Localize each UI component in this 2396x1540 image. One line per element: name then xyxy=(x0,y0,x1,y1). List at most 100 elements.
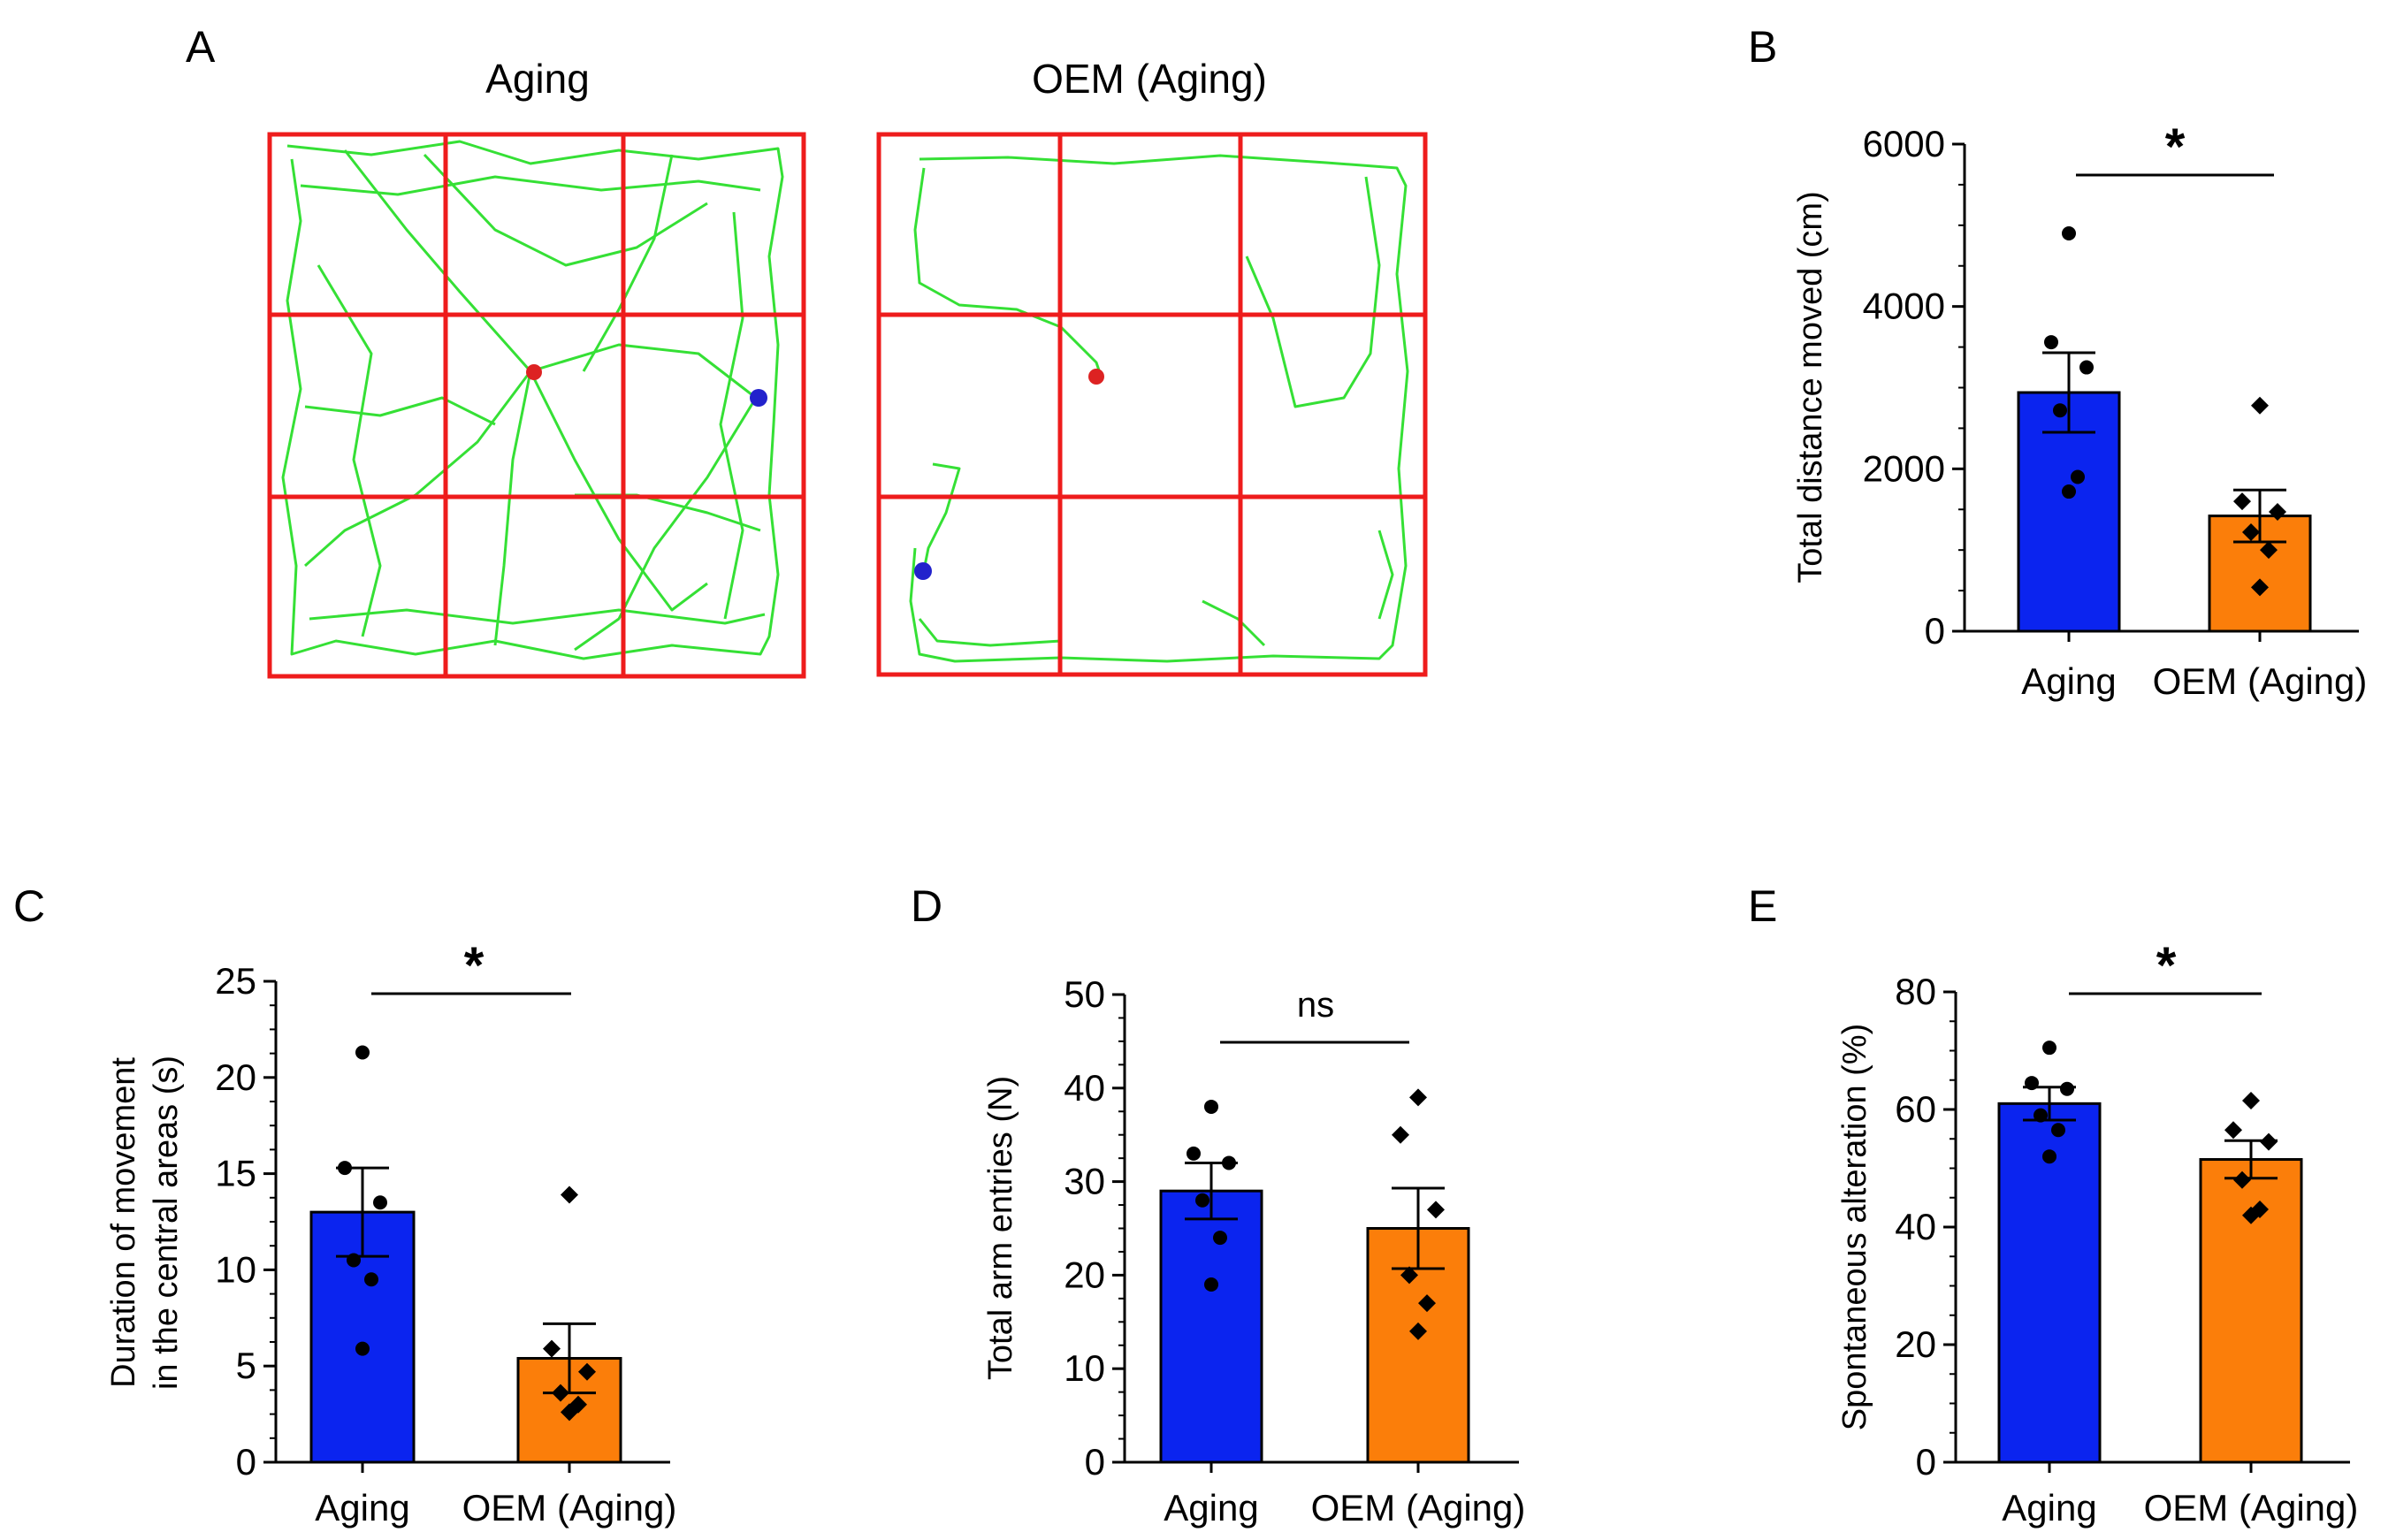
data-point-oem xyxy=(2233,492,2251,511)
y-tick-label: 25 xyxy=(215,960,256,1002)
y-tick-label: 60 xyxy=(1895,1088,1936,1130)
data-point-oem xyxy=(552,1384,569,1402)
bar-oem xyxy=(1366,1227,1470,1464)
data-point-oem xyxy=(1418,1294,1436,1313)
x-tick-label-aging: Aging xyxy=(315,1487,409,1529)
x-tick-label-oem: OEM (Aging) xyxy=(462,1487,677,1529)
data-point-aging xyxy=(1222,1155,1236,1170)
chart-spontaneous-alteration: Spontaneous alteration (%) Aging OEM (Ag… xyxy=(1836,937,2358,1529)
chart-central-duration: Duration of movement in the central area… xyxy=(105,937,676,1529)
data-point-aging xyxy=(1204,1099,1218,1114)
y-tick-label: 0 xyxy=(1925,610,1945,652)
start-marker-oem xyxy=(1088,369,1104,385)
track-plot-aging: Aging xyxy=(267,56,806,679)
x-tick-label-oem: OEM (Aging) xyxy=(2153,660,2368,702)
significance-label: ns xyxy=(1297,986,1334,1025)
end-marker-aging xyxy=(750,389,767,407)
y-tick-label: 10 xyxy=(215,1248,256,1290)
y-tick-label: 40 xyxy=(1895,1206,1936,1247)
y-tick-label: 40 xyxy=(1064,1067,1105,1109)
data-point-aging xyxy=(1187,1146,1201,1161)
track-title-oem: OEM (Aging) xyxy=(1032,56,1267,102)
x-tick-label-aging: Aging xyxy=(2002,1487,2096,1529)
y-axis-label: Total distance moved (cm) xyxy=(1792,191,1829,583)
y-tick-label: 0 xyxy=(1085,1441,1105,1483)
significance-label: * xyxy=(464,937,485,995)
data-point-aging xyxy=(2071,469,2085,484)
data-point-aging xyxy=(2044,335,2058,350)
data-point-aging xyxy=(2025,1076,2039,1091)
bar-oem xyxy=(2208,515,2312,633)
start-marker-aging xyxy=(526,364,542,380)
data-point-oem xyxy=(1427,1201,1445,1219)
x-tick-label-aging: Aging xyxy=(2021,660,2116,702)
data-point-aging xyxy=(355,1341,370,1356)
x-tick-label-aging: Aging xyxy=(1164,1487,1258,1529)
end-marker-oem xyxy=(914,562,932,580)
data-point-oem xyxy=(2269,503,2286,522)
data-point-oem xyxy=(2242,1206,2260,1224)
panel-label-c: C xyxy=(13,881,45,931)
track-title-aging: Aging xyxy=(485,56,590,102)
y-tick-label: 20 xyxy=(215,1056,256,1098)
y-axis-label: Total arm entries (N) xyxy=(982,1076,1019,1380)
y-tick-label: 50 xyxy=(1064,973,1105,1015)
data-point-aging xyxy=(2062,484,2076,499)
y-tick-label: 30 xyxy=(1064,1161,1105,1202)
data-point-aging xyxy=(1213,1231,1227,1246)
y-axis-label-line-2: in the central areas (s) xyxy=(148,1056,185,1390)
data-point-aging xyxy=(364,1272,378,1287)
y-tick-label: 4000 xyxy=(1863,286,1945,327)
y-tick-label: 2000 xyxy=(1863,447,1945,489)
x-tick-label-oem: OEM (Aging) xyxy=(2144,1487,2359,1529)
data-point-oem xyxy=(561,1403,578,1422)
data-point-oem xyxy=(578,1362,596,1381)
maze-grid-oem xyxy=(876,132,1428,677)
data-point-aging xyxy=(2034,1108,2048,1123)
y-tick-label: 20 xyxy=(1895,1323,1936,1365)
bar-oem xyxy=(2199,1158,2303,1464)
data-point-oem xyxy=(2251,396,2269,415)
data-point-aging xyxy=(373,1195,387,1210)
maze-grid-aging xyxy=(267,132,806,679)
y-tick-label: 15 xyxy=(215,1153,256,1194)
chart-arm-entries: Total arm entries (N) Aging OEM (Aging) … xyxy=(982,973,1525,1529)
panel-label-e: E xyxy=(1748,881,1777,931)
x-tick-label-oem: OEM (Aging) xyxy=(1311,1487,1526,1529)
data-point-oem xyxy=(1409,1088,1427,1107)
y-axis-label-line-1: Duration of movement xyxy=(105,1057,142,1388)
data-point-oem xyxy=(2242,522,2260,541)
significance-label: * xyxy=(2156,937,2177,995)
data-point-aging xyxy=(2042,1149,2056,1164)
data-point-oem xyxy=(2260,1132,2278,1151)
track-path-oem xyxy=(909,154,1409,663)
data-point-aging xyxy=(347,1253,361,1268)
track-plot-oem: OEM (Aging) xyxy=(876,56,1428,677)
data-point-oem xyxy=(2233,1170,2251,1189)
data-point-oem xyxy=(543,1339,561,1358)
y-tick-label: 5 xyxy=(236,1345,256,1386)
y-tick-label: 6000 xyxy=(1863,123,1945,164)
y-tick-label: 0 xyxy=(1916,1441,1936,1483)
y-axis-label: Spontaneous alteration (%) xyxy=(1836,1024,1873,1431)
track-path-aging xyxy=(281,140,784,660)
data-point-oem xyxy=(1392,1125,1409,1144)
significance-label: * xyxy=(2165,118,2186,176)
data-point-oem xyxy=(2242,1092,2260,1110)
data-point-aging xyxy=(2062,226,2076,241)
data-point-oem xyxy=(1409,1322,1427,1340)
y-tick-label: 10 xyxy=(1064,1347,1105,1389)
data-point-oem xyxy=(1400,1266,1418,1285)
data-point-aging xyxy=(2060,1081,2074,1096)
y-tick-label: 80 xyxy=(1895,971,1936,1012)
data-point-oem xyxy=(2260,541,2278,560)
y-tick-label: 20 xyxy=(1064,1254,1105,1295)
data-point-aging xyxy=(355,1045,370,1060)
data-point-aging xyxy=(1195,1193,1209,1208)
bar-aging xyxy=(1159,1189,1263,1464)
data-point-oem xyxy=(2251,578,2269,597)
data-point-oem xyxy=(2224,1121,2242,1140)
data-point-aging xyxy=(1204,1277,1218,1292)
data-point-aging xyxy=(2051,1123,2065,1138)
